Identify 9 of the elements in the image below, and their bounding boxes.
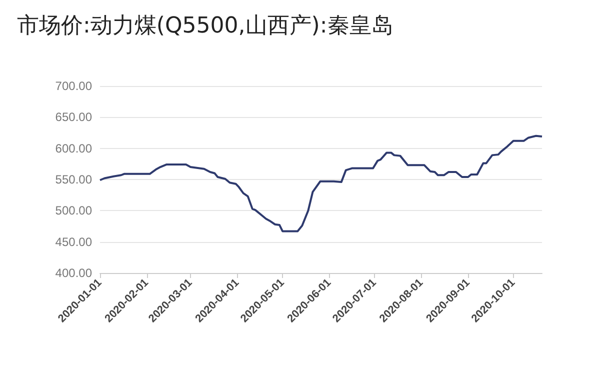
chart-title: 市场价:动力煤(Q5500,山西产):秦皇岛 — [17, 14, 394, 38]
y-tick-label: 600.00 — [55, 141, 92, 156]
y-tick-label: 400.00 — [55, 266, 92, 280]
y-tick-label: 550.00 — [55, 172, 92, 186]
y-tick-label: 500.00 — [55, 204, 92, 218]
y-tick-label: 650.00 — [55, 110, 92, 124]
y-tick-label: 700.00 — [55, 79, 92, 93]
line-series — [99, 134, 543, 232]
y-tick-label: 450.00 — [55, 234, 92, 249]
